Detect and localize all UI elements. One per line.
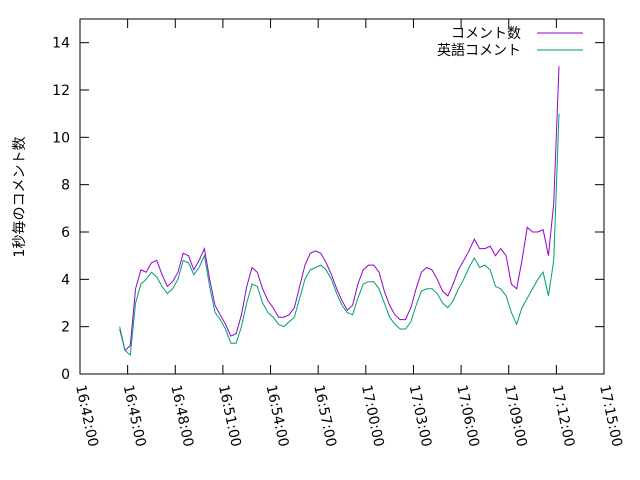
y-tick-label: 4 [61, 272, 70, 288]
y-tick-label: 6 [61, 225, 70, 241]
y-tick-label: 2 [61, 320, 70, 336]
y-tick-label: 8 [61, 178, 70, 194]
y-tick-label: 10 [52, 130, 70, 146]
y-tick-label: 0 [61, 367, 70, 383]
legend-label: 英語コメント [437, 42, 521, 59]
series-line [119, 113, 560, 357]
y-tick-label: 12 [52, 83, 70, 99]
y-axis-label: 1秒毎のコメント数 [12, 137, 28, 258]
series-line [119, 66, 560, 352]
legend-label: コメント数 [451, 26, 521, 42]
plot-border [79, 18, 605, 375]
y-tick-label: 14 [52, 36, 70, 52]
